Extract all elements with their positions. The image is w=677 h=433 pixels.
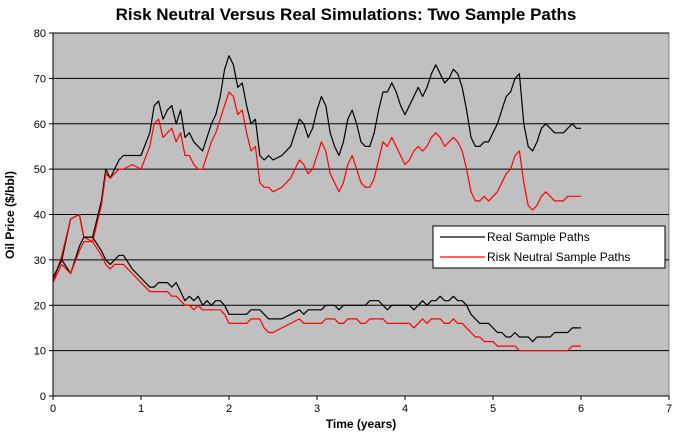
chart-title: Risk Neutral Versus Real Simulations: Tw… [116, 5, 577, 24]
y-tick-label-20: 20 [34, 300, 46, 312]
x-tick-label-5: 5 [490, 403, 496, 415]
x-tick-label-6: 6 [578, 403, 584, 415]
y-tick-label-60: 60 [34, 119, 46, 131]
y-tick-label-80: 80 [34, 28, 46, 40]
axes: 0 10 20 30 40 50 60 70 80 0 1 2 3 4 5 6 7 [34, 28, 672, 415]
series-line-4 [52, 241, 581, 352]
y-tick-label-70: 70 [34, 73, 46, 85]
x-axis-label: Time (years) [326, 417, 396, 431]
x-tick-label-0: 0 [50, 403, 56, 415]
y-tick-label-30: 30 [34, 255, 46, 267]
y-tick-label-40: 40 [34, 210, 46, 222]
series-line-1 [52, 55, 581, 279]
x-tick-label-4: 4 [402, 403, 408, 415]
y-axis-label: Oil Price ($/bbl) [3, 171, 17, 259]
y-tick-label-50: 50 [34, 164, 46, 176]
x-tick-label-2: 2 [226, 403, 232, 415]
x-tick-label-1: 1 [138, 403, 144, 415]
legend-label-real: Real Sample Paths [487, 230, 590, 244]
series-line-3 [52, 236, 581, 343]
legend: Real Sample Paths Risk Neutral Sample Pa… [432, 225, 666, 269]
x-tick-label-3: 3 [314, 403, 320, 415]
legend-label-risk-neutral: Risk Neutral Sample Paths [487, 250, 630, 264]
series-lines [52, 55, 581, 352]
y-tick-label-0: 0 [40, 391, 46, 403]
x-tick-label-7: 7 [666, 403, 672, 415]
y-tick-label-10: 10 [34, 346, 46, 358]
legend-box [432, 225, 666, 269]
series-line-2 [52, 91, 581, 283]
